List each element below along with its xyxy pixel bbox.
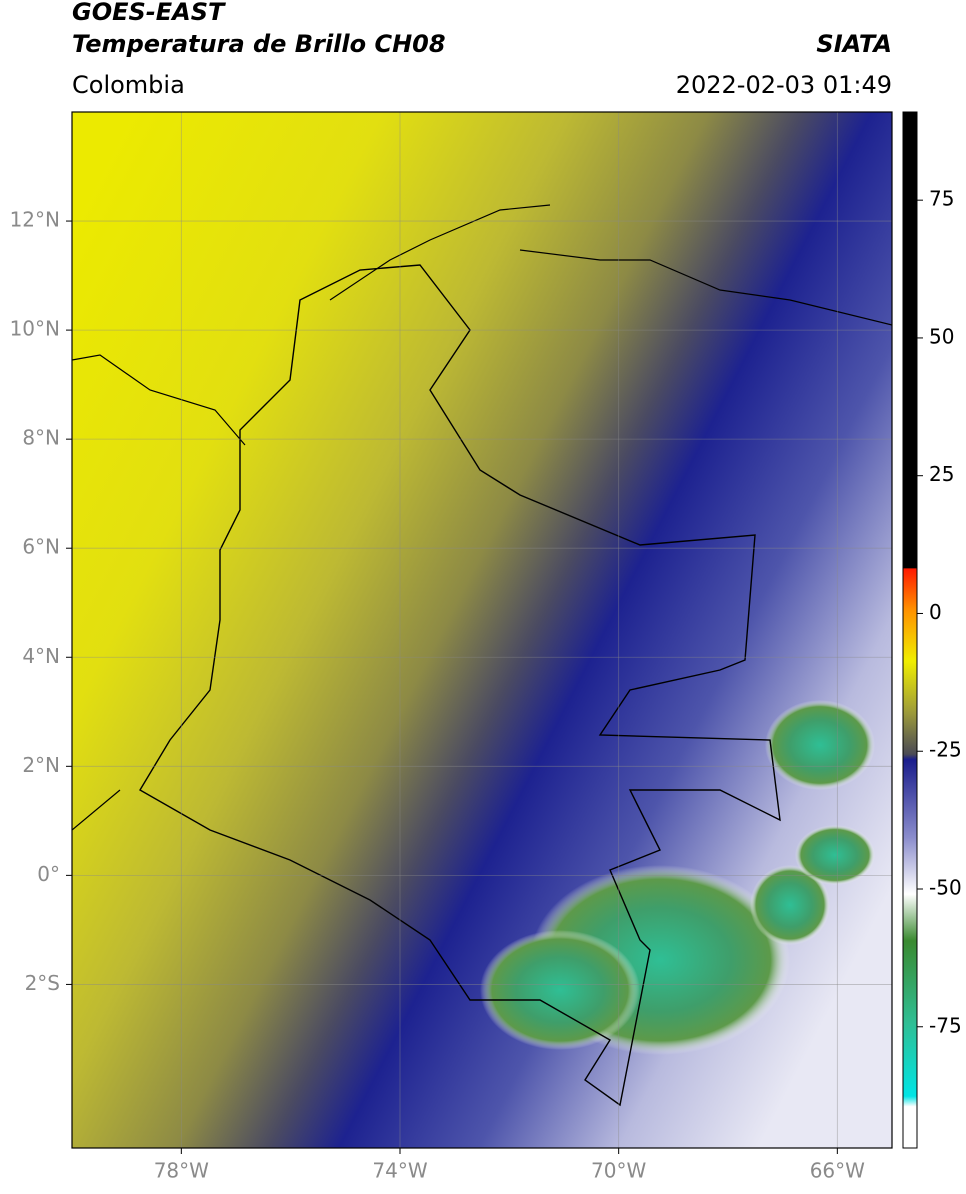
lat-tick-label: 6°N xyxy=(22,535,60,559)
lat-tick-label: 0° xyxy=(37,862,60,886)
colorbar-tick-label: 0 xyxy=(929,600,942,624)
cloud-top xyxy=(795,825,875,885)
colorbar-tick-label: 25 xyxy=(929,462,954,486)
lon-tick-label: 74°W xyxy=(372,1159,427,1183)
lat-tick-label: 12°N xyxy=(10,208,60,232)
lat-tick-label: 2°S xyxy=(25,971,60,995)
colorbar-tick-label: -25 xyxy=(929,738,962,762)
graticule xyxy=(72,112,892,1148)
colorbar-tick-label: -75 xyxy=(929,1013,962,1037)
cloud-top xyxy=(765,700,875,790)
coastline xyxy=(72,204,892,831)
region: Colombia xyxy=(72,71,185,99)
cloud-top xyxy=(480,930,640,1050)
cloud-top xyxy=(750,865,830,945)
product: Temperatura de Brillo CH08 xyxy=(72,30,446,58)
lon-tick-label: 78°W xyxy=(154,1159,209,1183)
colorbar-tick-label: -50 xyxy=(929,876,962,900)
lon-tick-label: 66°W xyxy=(810,1159,865,1183)
colorbar-tick-label: 75 xyxy=(929,187,954,211)
country-border xyxy=(139,264,781,1107)
colorbar-tick-label: 50 xyxy=(929,324,954,348)
source: GOES-EAST xyxy=(72,0,226,26)
datetime: 2022-02-03 01:49 xyxy=(676,71,892,99)
colorbar xyxy=(902,111,918,1149)
lat-tick-label: 4°N xyxy=(22,644,60,668)
satellite-image xyxy=(72,112,892,1148)
agency: SIATA xyxy=(816,30,892,58)
map-frame xyxy=(71,111,893,1149)
lat-tick-label: 10°N xyxy=(10,317,60,341)
lat-tick-label: 2°N xyxy=(22,753,60,777)
lon-tick-label: 70°W xyxy=(591,1159,646,1183)
lat-tick-label: 8°N xyxy=(22,426,60,450)
